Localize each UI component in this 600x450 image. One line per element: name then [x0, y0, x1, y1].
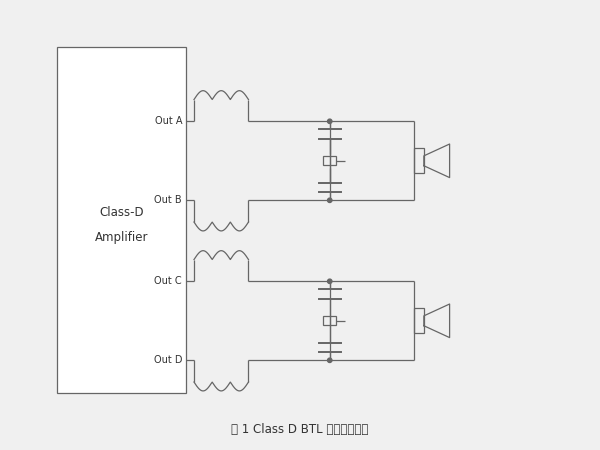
- Text: Class-D: Class-D: [100, 206, 144, 219]
- Text: Out A: Out A: [155, 116, 182, 126]
- Bar: [414, 148, 424, 173]
- Text: 图 1 Class D BTL 输出应用框图: 图 1 Class D BTL 输出应用框图: [232, 423, 368, 436]
- Circle shape: [328, 358, 332, 363]
- Bar: [57, 47, 186, 393]
- Bar: [323, 316, 336, 325]
- Text: Out B: Out B: [154, 195, 182, 205]
- Bar: [323, 156, 336, 165]
- Text: Amplifier: Amplifier: [95, 231, 148, 244]
- Bar: [414, 308, 424, 333]
- Circle shape: [328, 119, 332, 123]
- Circle shape: [328, 279, 332, 284]
- Circle shape: [328, 198, 332, 202]
- Text: Out D: Out D: [154, 356, 182, 365]
- Text: Out C: Out C: [154, 276, 182, 286]
